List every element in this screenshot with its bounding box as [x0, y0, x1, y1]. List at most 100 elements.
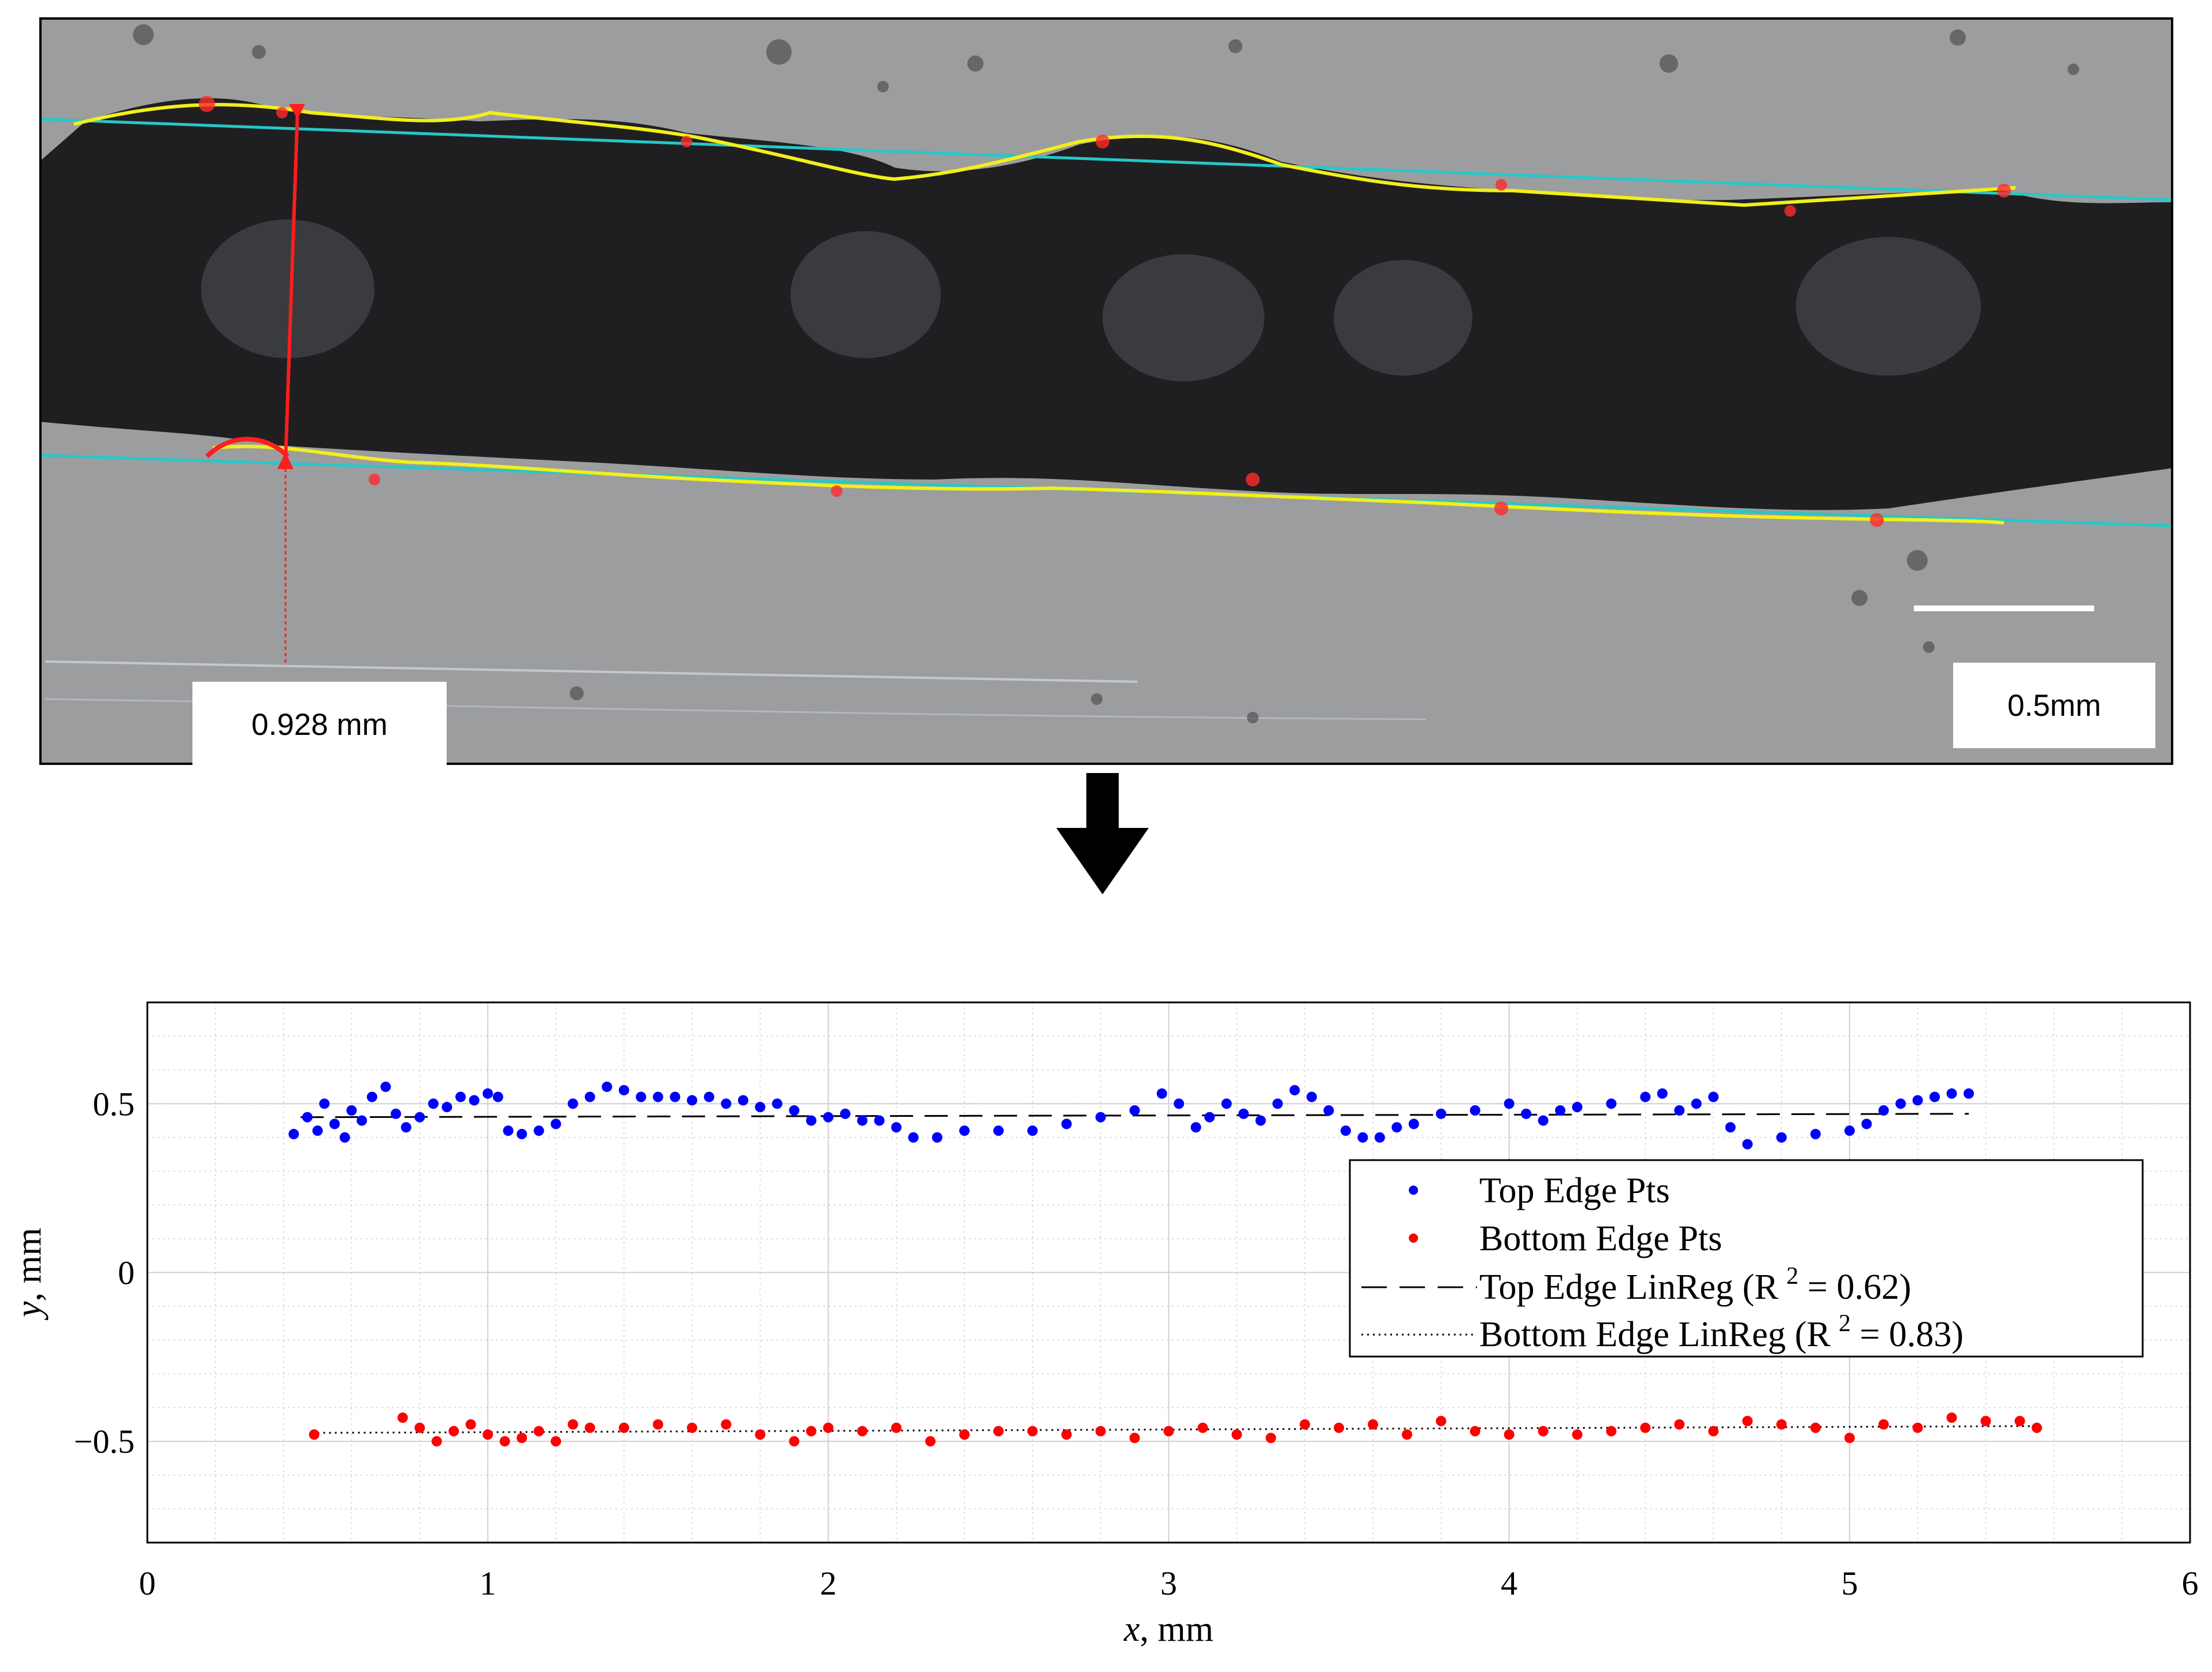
x-tick-label: 5: [1841, 1565, 1858, 1602]
y-axis-var: y: [9, 1301, 49, 1321]
top-edge-point: [517, 1128, 528, 1139]
bottom-edge-point: [1265, 1432, 1276, 1443]
plot-frame: [146, 1001, 2191, 1544]
legend-label-bottom-linreg: Bottom Edge LinReg (R 2 = 0.83): [1479, 1310, 1964, 1354]
top-edge-point: [652, 1091, 663, 1102]
legend-marker-bottom-pts: [1409, 1233, 1418, 1243]
bottom-edge-point: [925, 1436, 936, 1447]
top-edge-point: [288, 1128, 299, 1139]
bottom-edge-point: [1606, 1426, 1617, 1437]
bottom-edge-point: [465, 1419, 476, 1430]
top-edge-point: [503, 1125, 514, 1136]
measure-top-arrowhead: [289, 104, 305, 119]
bottom-edge-point: [1095, 1426, 1106, 1437]
bottom-edge-point: [551, 1436, 561, 1447]
micrograph-border: [39, 17, 2173, 765]
measure-bottom-arrowhead: [277, 452, 294, 469]
top-edge-point: [329, 1119, 340, 1129]
bottom-bulge-red: [205, 437, 290, 458]
top-edge-point: [789, 1105, 800, 1116]
bottom-edge-point: [1708, 1426, 1719, 1437]
top-edge-point: [931, 1132, 942, 1143]
surface-specks: [133, 24, 2079, 723]
bottom-edge-point: [1912, 1422, 1923, 1433]
top-edge-point: [1504, 1098, 1515, 1109]
top-edge-point: [823, 1112, 834, 1123]
x-tick-label: 6: [2182, 1565, 2199, 1602]
bottom-edge-point: [1674, 1419, 1685, 1430]
bottom-edge-point: [567, 1419, 578, 1430]
top-edge-point: [302, 1112, 313, 1123]
top-edge-point: [1204, 1112, 1215, 1123]
top-edge-point: [312, 1125, 323, 1136]
sample-body: [39, 98, 2173, 510]
y-axis-title: y, mm: [9, 1228, 49, 1321]
top-edge-point: [584, 1091, 595, 1102]
legend-label-top-linreg: Top Edge LinReg (R 2 = 0.62): [1479, 1263, 1912, 1307]
bottom-edge-point: [1572, 1429, 1583, 1440]
top-edge-point: [686, 1095, 697, 1106]
bottom-edge-point: [1334, 1422, 1345, 1433]
top-edge-point: [380, 1082, 391, 1093]
top-edge-detection: [73, 103, 2016, 207]
legend-top-linreg-value: = 0.62): [1798, 1268, 1911, 1307]
down-arrow-icon: [1056, 773, 1149, 894]
top-edge-point: [908, 1132, 919, 1143]
top-edge-point: [1306, 1091, 1317, 1102]
bottom-edge-point: [1469, 1426, 1480, 1437]
top-edge-point: [469, 1095, 480, 1106]
top-edge-point: [492, 1091, 503, 1102]
top-edge-point: [857, 1115, 868, 1126]
top-edge-point: [1708, 1091, 1719, 1102]
top-edge-point: [1027, 1125, 1038, 1136]
top-edge-point: [1095, 1112, 1106, 1123]
x-tick-label: 0: [139, 1565, 156, 1602]
top-edge-point: [959, 1125, 970, 1136]
y-axis-unit: , mm: [9, 1228, 49, 1301]
legend-box: [1349, 1159, 2144, 1358]
legend-label-bottom-pts: Bottom Edge Pts: [1479, 1219, 1722, 1258]
y-tick-label: 0: [118, 1254, 135, 1292]
top-edge-point: [1323, 1105, 1334, 1116]
bottom-edge-point: [686, 1422, 697, 1433]
top-edge-point: [1946, 1088, 1957, 1099]
bottom-edge-point: [993, 1426, 1004, 1437]
top-edge-point: [1691, 1098, 1702, 1109]
x-axis-var: x: [1123, 1610, 1140, 1649]
top-edge-point: [670, 1091, 681, 1102]
bottom-edge-point: [652, 1419, 663, 1430]
bottom-edge-point: [533, 1426, 544, 1437]
top-edge-point: [567, 1098, 578, 1109]
legend: Top Edge Pts Bottom Edge Pts Top Edge Li…: [1349, 1159, 2144, 1358]
top-edge-point: [1657, 1088, 1668, 1099]
legend-bottom-linreg-open: (: [1786, 1315, 1806, 1354]
bottom-edge-point: [823, 1422, 834, 1433]
bottom-edge-point: [1640, 1422, 1651, 1433]
y-tick-label: −0.5: [74, 1423, 135, 1461]
bottom-edge-detection: [212, 444, 2005, 525]
top-edge-point: [1861, 1119, 1872, 1129]
legend-bottom-linreg-sup: 2: [1839, 1310, 1851, 1337]
top-edge-point: [400, 1122, 411, 1133]
top-edge-point: [1190, 1122, 1201, 1133]
legend-marker-top-pts: [1409, 1186, 1418, 1195]
bottom-edge-point: [1435, 1415, 1446, 1426]
top-edge-point: [1606, 1098, 1617, 1109]
legend-top-linreg-open: (: [1734, 1268, 1754, 1307]
bottom-edge-point: [584, 1422, 595, 1433]
bottom-edge-point: [1129, 1432, 1140, 1443]
bottom-edge-point: [1163, 1426, 1174, 1437]
x-axis-title: x, mm: [1123, 1610, 1213, 1649]
sample-texture: [201, 220, 1981, 381]
top-edge-point: [339, 1132, 350, 1143]
scale-bar: [1914, 605, 2094, 611]
bottom-edge-point: [857, 1426, 868, 1437]
top-edge-point: [1674, 1105, 1685, 1116]
top-edge-point: [993, 1125, 1004, 1136]
top-edge-point: [840, 1108, 851, 1119]
x-tick-label: 2: [820, 1565, 837, 1602]
top-edge-point: [636, 1091, 647, 1102]
bottom-edge-point: [1300, 1419, 1311, 1430]
top-edge-point: [1374, 1132, 1385, 1143]
bottom-edge-point: [755, 1429, 766, 1440]
